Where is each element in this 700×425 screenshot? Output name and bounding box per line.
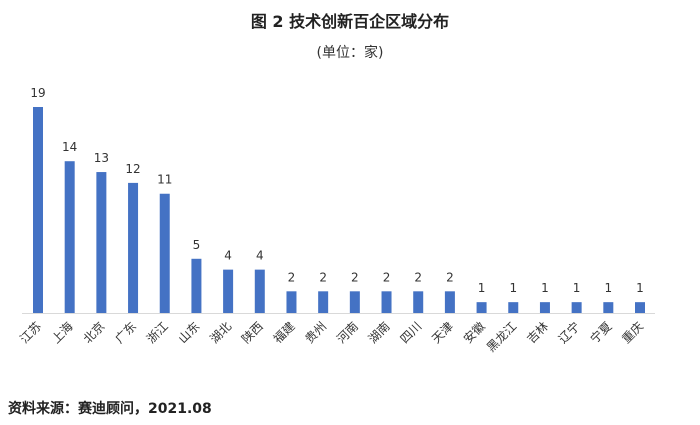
source-note: 资料来源：赛迪顾问，2021.08 — [8, 401, 212, 417]
data-label: 1 — [604, 281, 612, 295]
data-label: 1 — [478, 281, 486, 295]
x-tick-label: 天津 — [429, 319, 456, 346]
bar-广东 — [128, 182, 139, 313]
x-tick-label: 广东 — [112, 319, 139, 346]
bar-陕西 — [254, 269, 265, 313]
data-label: 2 — [351, 270, 359, 284]
data-label: 1 — [509, 281, 517, 295]
bar-安徽 — [476, 302, 487, 313]
data-label: 2 — [414, 270, 422, 284]
x-tick-label: 湖南 — [365, 319, 393, 347]
data-label: 2 — [383, 270, 391, 284]
bar-吉林 — [539, 302, 550, 313]
bar-辽宁 — [571, 302, 582, 313]
bar-四川 — [413, 291, 424, 313]
bar-天津 — [444, 291, 455, 313]
x-tick-label: 宁夏 — [587, 319, 615, 347]
data-label: 5 — [193, 238, 201, 252]
data-label: 2 — [446, 270, 454, 284]
x-tick-label: 安徽 — [460, 319, 488, 347]
chart-title: 图 2 技术创新百企区域分布 — [250, 12, 450, 31]
bar-湖北 — [223, 269, 234, 313]
bar-江苏 — [33, 107, 43, 313]
x-tick-label: 江苏 — [17, 319, 44, 346]
x-tick-label: 贵州 — [302, 319, 329, 346]
data-label: 4 — [224, 249, 232, 263]
data-label: 1 — [541, 281, 549, 295]
bar-湖南 — [381, 291, 392, 313]
bar-上海 — [64, 161, 75, 313]
data-label: 19 — [30, 86, 45, 100]
bar-黑龙江 — [508, 302, 519, 313]
data-label: 14 — [62, 140, 77, 154]
x-tick-label: 上海 — [48, 319, 76, 347]
data-label: 13 — [94, 151, 109, 165]
x-tick-label: 陕西 — [238, 319, 266, 347]
bar-贵州 — [318, 291, 329, 313]
bar-浙江 — [159, 193, 170, 313]
x-tick-label: 黑龙江 — [484, 319, 519, 354]
bar-重庆 — [635, 302, 645, 313]
data-label: 1 — [573, 281, 581, 295]
bar-宁夏 — [603, 302, 614, 313]
x-tick-label: 四川 — [397, 319, 424, 346]
data-label: 1 — [636, 281, 644, 295]
x-tick-label: 福建 — [270, 319, 298, 347]
data-label: 11 — [157, 173, 172, 187]
x-tick-label: 河南 — [333, 319, 361, 347]
data-label: 4 — [256, 249, 264, 263]
bar-河南 — [349, 291, 360, 313]
bar-福建 — [286, 291, 297, 313]
x-tick-label: 山东 — [176, 319, 203, 346]
data-label: 2 — [288, 270, 296, 284]
x-tick-label: 辽宁 — [555, 319, 583, 347]
x-tick-label: 浙江 — [144, 319, 171, 346]
data-label: 12 — [125, 162, 140, 176]
bar-北京 — [96, 172, 107, 313]
data-label: 2 — [319, 270, 327, 284]
x-tick-label: 湖北 — [207, 319, 235, 347]
x-tick-label: 北京 — [81, 319, 108, 346]
chart-subtitle: (单位：家) — [316, 45, 384, 61]
x-tick-label: 重庆 — [619, 319, 646, 346]
x-tick-label: 吉林 — [524, 319, 551, 346]
bar-山东 — [191, 258, 202, 313]
